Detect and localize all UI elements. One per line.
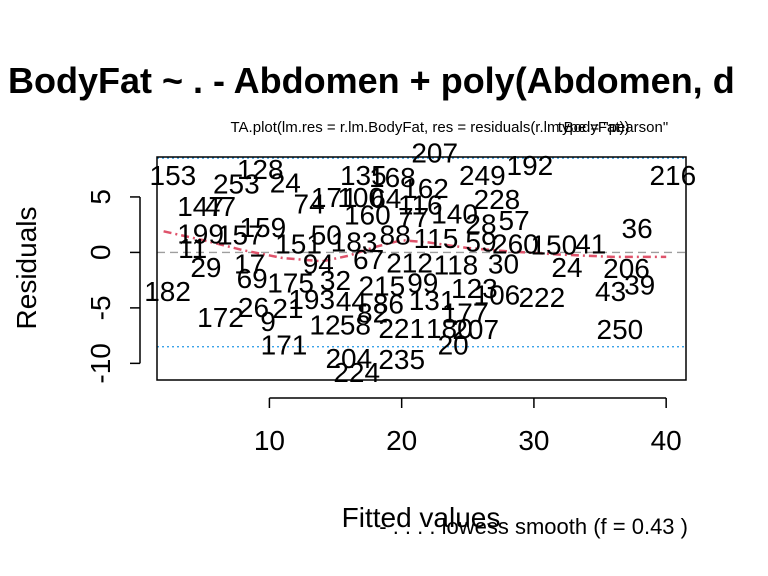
- y-tick-label: 5: [85, 189, 116, 205]
- point-label: 171: [261, 330, 308, 361]
- point-label: 157: [217, 220, 264, 251]
- point-label: 140: [431, 199, 478, 230]
- point-label: 116: [398, 190, 443, 221]
- point-label: 250: [597, 314, 644, 345]
- point-label: 253: [213, 169, 260, 200]
- point-label: 47: [205, 191, 236, 222]
- point-label: 249: [459, 160, 506, 191]
- point-label: 204: [325, 343, 372, 374]
- chart-subtitle: TA.plot(lm.res = r.lm.BodyFat, res = res…: [231, 119, 630, 136]
- point-label: 207: [452, 314, 499, 345]
- point-label: 135: [340, 160, 387, 191]
- point-label: 192: [507, 150, 554, 181]
- x-tick-label: 30: [518, 425, 549, 456]
- point-label: 64: [370, 183, 401, 214]
- point-label: 171: [311, 182, 358, 213]
- point-label: 94: [303, 249, 334, 280]
- point-label: 26: [238, 292, 269, 323]
- y-axis: -10 -5 0 5: [85, 189, 141, 384]
- point-label: 88: [380, 220, 411, 251]
- point-label: 123: [451, 273, 498, 304]
- point-label: 24: [551, 252, 582, 283]
- point-label: 28: [465, 209, 496, 240]
- point-label: 115: [414, 223, 459, 254]
- point-label: 260: [492, 229, 539, 260]
- point-label: 175: [267, 267, 314, 298]
- point-label: 82: [357, 297, 388, 328]
- point-label: 182: [144, 276, 191, 307]
- point-label: 11: [178, 233, 207, 264]
- smooth-legend-footnote: - . . . . lowess smooth (f = 0.43 ): [379, 514, 688, 539]
- point-label: 20: [438, 330, 469, 361]
- point-label: 44: [336, 286, 367, 317]
- plot-area: [157, 157, 686, 348]
- x-tick-label: 40: [651, 425, 682, 456]
- point-label: 99: [407, 267, 438, 298]
- point-label: 67: [353, 244, 384, 275]
- point-label: 177: [442, 297, 489, 328]
- point-label: 128: [237, 154, 284, 185]
- point-label: 41: [575, 229, 606, 260]
- point-label: 100: [337, 182, 384, 213]
- point-label: 21: [272, 293, 303, 324]
- point-label: 160: [344, 200, 391, 231]
- x-tick-label: 20: [386, 425, 417, 456]
- point-label: 58: [340, 310, 371, 341]
- point-label: 150: [530, 230, 577, 261]
- point-label: 216: [649, 160, 696, 191]
- point-label: 180: [426, 313, 473, 344]
- y-axis-title: Residuals: [11, 207, 42, 330]
- point-label: 32: [320, 265, 351, 296]
- point-label: 228: [474, 184, 521, 215]
- point-label: 199: [177, 219, 224, 250]
- point-label: 168: [369, 162, 416, 193]
- point-label: 77: [398, 202, 429, 233]
- point-label: 29: [190, 252, 221, 283]
- point-label: 50: [311, 220, 342, 251]
- y-tick-label: -10: [85, 343, 116, 383]
- point-label: 151: [275, 229, 322, 260]
- point-label: 57: [499, 205, 530, 236]
- point-label: 162: [402, 173, 449, 204]
- x-axis: 10 20 30 40: [254, 397, 682, 456]
- point-label: 74: [294, 189, 325, 220]
- point-label: 172: [197, 302, 244, 333]
- point-label: 24: [270, 168, 301, 199]
- point-label: 12: [309, 310, 340, 341]
- point-label: 193: [288, 284, 335, 315]
- y-tick-label: 0: [85, 245, 116, 261]
- chart-title: BodyFat ~ . - Abdomen + poly(Abdomen, d: [8, 60, 735, 101]
- chart-subtitle-overlay: type = "pearson": [558, 119, 668, 136]
- point-label: 212: [386, 247, 433, 278]
- point-label: 221: [378, 313, 425, 344]
- point-label: 224: [333, 357, 380, 388]
- point-label: 235: [378, 344, 425, 375]
- point-label: 9: [260, 306, 276, 337]
- x-axis-title: Fitted values: [342, 502, 501, 533]
- point-label: 39: [624, 270, 655, 301]
- reference-lines: [157, 157, 686, 348]
- point-label: 36: [622, 213, 653, 244]
- point-label: 147: [177, 191, 224, 222]
- point-label: 222: [518, 282, 565, 313]
- point-label: 86: [373, 288, 404, 319]
- point-label: 215: [358, 271, 405, 302]
- point-label: 131: [409, 285, 456, 316]
- point-label: 17: [234, 249, 265, 280]
- point-labels-layer: 153 2531282414747159199157112918217691722…: [144, 138, 696, 389]
- point-label: 106: [474, 280, 521, 311]
- x-tick-label: 10: [254, 425, 285, 456]
- point-label: 30: [488, 249, 519, 280]
- point-label: 69: [237, 263, 268, 294]
- point-label: 59: [465, 226, 496, 257]
- point-label: 183: [331, 226, 378, 257]
- plot-frame: [156, 156, 687, 381]
- point-label: 207: [411, 138, 458, 169]
- point-label: 43: [595, 276, 626, 307]
- y-tick-label: -5: [85, 295, 116, 320]
- point-label: 206: [603, 253, 650, 284]
- point-label: 159: [239, 212, 286, 243]
- point-label: 118: [434, 250, 479, 281]
